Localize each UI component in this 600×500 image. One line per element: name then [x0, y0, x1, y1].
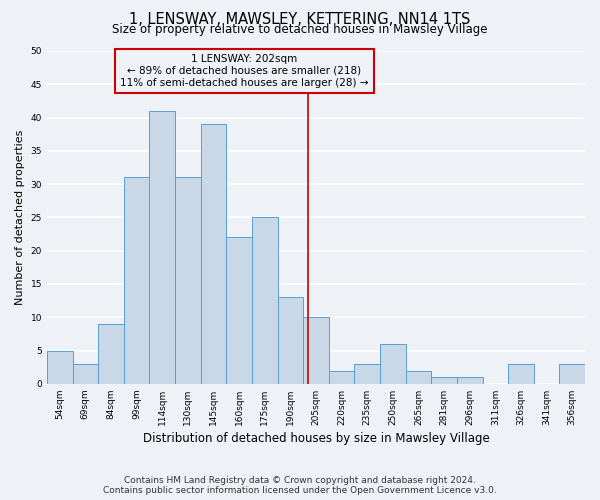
Bar	[303, 318, 329, 384]
Bar	[98, 324, 124, 384]
Text: 1 LENSWAY: 202sqm
← 89% of detached houses are smaller (218)
11% of semi-detache: 1 LENSWAY: 202sqm ← 89% of detached hous…	[120, 54, 368, 88]
Bar	[508, 364, 534, 384]
Bar	[200, 124, 226, 384]
Bar	[252, 218, 278, 384]
Text: Contains HM Land Registry data © Crown copyright and database right 2024.
Contai: Contains HM Land Registry data © Crown c…	[103, 476, 497, 495]
Bar	[278, 298, 303, 384]
Bar	[175, 178, 200, 384]
Bar	[73, 364, 98, 384]
Bar	[47, 350, 73, 384]
Text: Size of property relative to detached houses in Mawsley Village: Size of property relative to detached ho…	[112, 24, 488, 36]
Bar	[457, 377, 482, 384]
Bar	[380, 344, 406, 384]
Bar	[406, 370, 431, 384]
Bar	[124, 178, 149, 384]
Bar	[431, 377, 457, 384]
X-axis label: Distribution of detached houses by size in Mawsley Village: Distribution of detached houses by size …	[143, 432, 490, 445]
Text: 1, LENSWAY, MAWSLEY, KETTERING, NN14 1TS: 1, LENSWAY, MAWSLEY, KETTERING, NN14 1TS	[130, 12, 470, 28]
Bar	[149, 111, 175, 384]
Bar	[355, 364, 380, 384]
Bar	[226, 238, 252, 384]
Bar	[559, 364, 585, 384]
Y-axis label: Number of detached properties: Number of detached properties	[15, 130, 25, 305]
Bar	[329, 370, 355, 384]
